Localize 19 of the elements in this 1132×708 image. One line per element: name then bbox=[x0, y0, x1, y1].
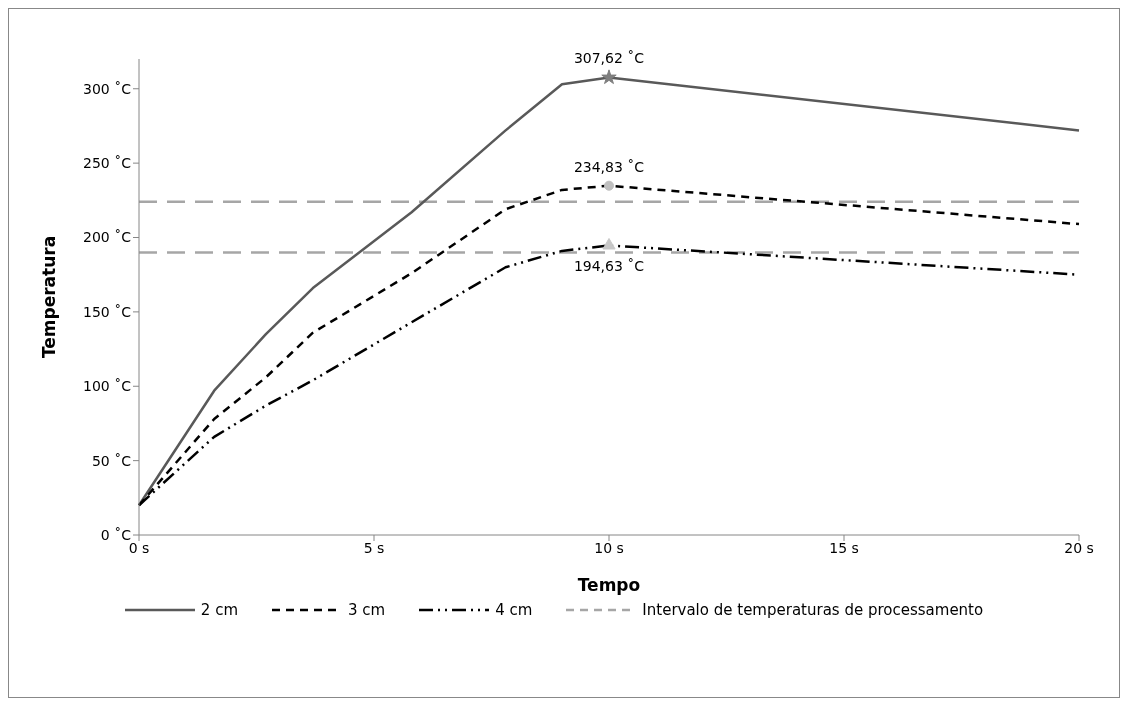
x-tick-label: 15 s bbox=[829, 539, 859, 556]
data-label: 234,83 ˚C bbox=[573, 158, 645, 175]
data-label: 307,62 ˚C bbox=[573, 50, 645, 67]
legend-label: Intervalo de temperaturas de processamento bbox=[642, 601, 984, 619]
y-tick-label: 300 ˚C bbox=[83, 80, 132, 97]
x-axis-title: Tempo bbox=[577, 575, 641, 595]
legend-label: 4 cm bbox=[495, 601, 533, 619]
y-axis-title: Temperatura bbox=[39, 235, 60, 359]
y-tick-label: 200 ˚C bbox=[83, 229, 132, 246]
y-tick-label: 250 ˚C bbox=[83, 155, 132, 172]
y-tick-label: 100 ˚C bbox=[83, 378, 132, 395]
x-tick-label: 5 s bbox=[363, 539, 385, 556]
legend-label: 2 cm bbox=[200, 601, 238, 619]
legend-label: 3 cm bbox=[348, 601, 386, 619]
y-tick-label: 50 ˚C bbox=[91, 452, 132, 469]
x-tick-label: 20 s bbox=[1064, 539, 1094, 556]
y-tick-label: 150 ˚C bbox=[83, 303, 132, 320]
x-tick-label: 10 s bbox=[594, 539, 624, 556]
data-label: 194,63 ˚C bbox=[573, 258, 645, 275]
